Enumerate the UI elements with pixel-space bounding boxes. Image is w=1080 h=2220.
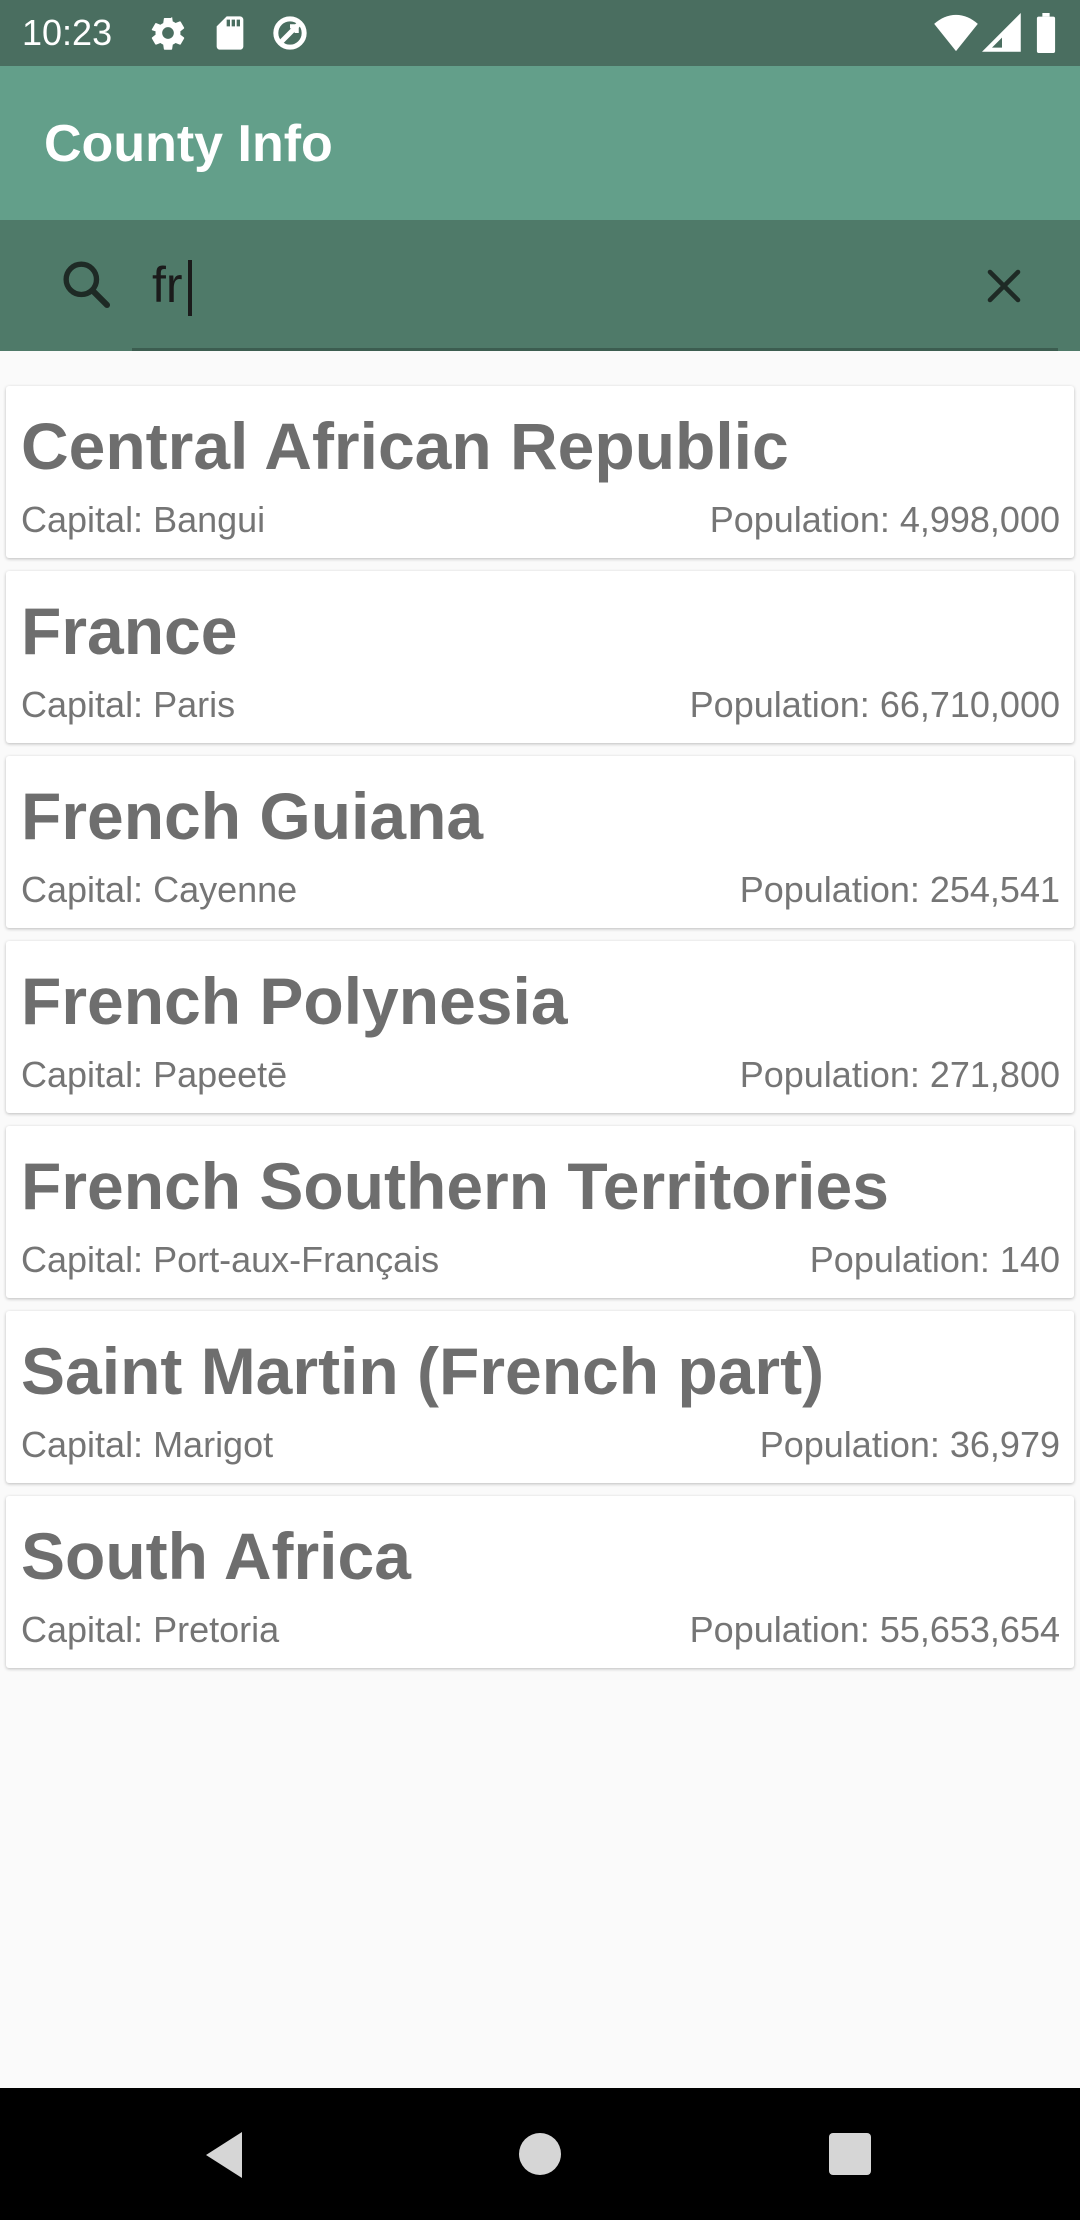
country-population: Population: 4,998,000 [709,499,1060,540]
country-population: Population: 55,653,654 [689,1609,1060,1650]
country-card[interactable]: Central African Republic Capital: Bangui… [6,386,1074,558]
country-population: Population: 254,541 [739,869,1060,910]
country-name: Saint Martin (French part) [21,1334,825,1408]
country-card[interactable]: South Africa Capital: Pretoria Populatio… [6,1496,1074,1668]
search-input[interactable] [152,250,932,320]
country-name: French Polynesia [21,964,568,1038]
country-card[interactable]: France Capital: Paris Population: 66,710… [6,571,1074,743]
app-bar: County Info [0,66,1080,220]
sd-card-icon [210,13,250,58]
country-name: French Guiana [21,779,484,853]
wifi-icon [934,13,978,58]
country-name: South Africa [21,1519,411,1593]
country-name: French Southern Territories [21,1149,889,1223]
back-icon[interactable] [200,2130,248,2185]
country-capital: Capital: Papeetē [21,1054,288,1095]
search-icon [58,256,114,317]
country-card[interactable]: French Guiana Capital: Cayenne Populatio… [6,756,1074,928]
country-capital: Capital: Pretoria [21,1609,280,1650]
search-underline [132,348,1058,351]
search-bar [0,220,1080,351]
clear-search-button[interactable] [980,262,1028,310]
country-card[interactable]: Saint Martin (French part) Capital: Mari… [6,1311,1074,1483]
app-title: County Info [44,115,333,173]
country-capital: Capital: Port-aux-Français [21,1239,440,1280]
country-card[interactable]: French Polynesia Capital: Papeetē Popula… [6,941,1074,1113]
country-capital: Capital: Marigot [21,1424,274,1465]
country-name: France [21,594,238,668]
country-list: Central African Republic Capital: Bangui… [6,386,1074,1681]
home-icon[interactable] [518,2132,562,2181]
navigation-bar [0,2088,1080,2220]
country-population: Population: 140 [809,1239,1060,1280]
country-name: Central African Republic [21,409,789,483]
country-capital: Capital: Bangui [21,499,266,540]
country-capital: Capital: Paris [21,684,236,725]
status-bar: 10:23 [0,0,1080,66]
text-caret [188,260,192,316]
data-saver-icon [270,13,310,58]
settings-icon [148,13,188,58]
recents-icon[interactable] [829,2133,871,2180]
country-population: Population: 66,710,000 [689,684,1060,725]
country-population: Population: 36,979 [759,1424,1060,1465]
country-card[interactable]: French Southern Territories Capital: Por… [6,1126,1074,1298]
status-time: 10:23 [22,12,113,53]
country-population: Population: 271,800 [739,1054,1060,1095]
signal-icon [981,12,1022,58]
battery-icon [1034,13,1058,58]
close-icon [987,269,1021,303]
country-capital: Capital: Cayenne [21,869,298,910]
